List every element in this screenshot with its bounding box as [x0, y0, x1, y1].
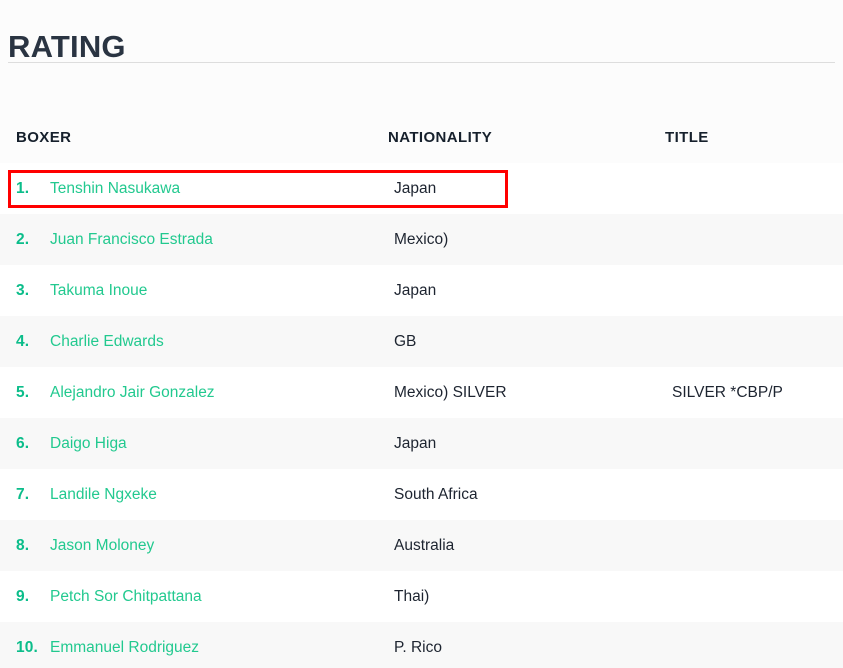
- table-header-row: BOXER NATIONALITY TITLE: [0, 112, 843, 163]
- row-rank: 8.: [16, 537, 30, 554]
- table-row[interactable]: 8. Jason Moloney Australia: [0, 520, 843, 571]
- table-row[interactable]: 5. Alejandro Jair Gonzalez Mexico) SILVE…: [0, 367, 843, 418]
- table-body: 1. Tenshin Nasukawa Japan 2. Juan Franci…: [0, 163, 843, 668]
- row-rank: 6.: [16, 435, 30, 452]
- row-nationality: South Africa: [394, 486, 478, 503]
- row-title: SILVER *CBP/P: [672, 384, 783, 401]
- boxer-link[interactable]: Jason Moloney: [50, 537, 155, 554]
- row-nationality: Australia: [394, 537, 455, 554]
- row-rank: 9.: [16, 588, 30, 605]
- boxer-link[interactable]: Daigo Higa: [50, 435, 127, 452]
- boxer-link[interactable]: Alejandro Jair Gonzalez: [50, 384, 215, 401]
- table-row[interactable]: 10. Emmanuel Rodriguez P. Rico: [0, 622, 843, 668]
- row-rank: 1.: [16, 180, 30, 197]
- boxer-link[interactable]: Tenshin Nasukawa: [50, 180, 181, 197]
- row-nationality: Japan: [394, 282, 437, 299]
- boxer-link[interactable]: Juan Francisco Estrada: [50, 231, 213, 248]
- row-nationality: Mexico): [394, 231, 449, 248]
- row-nationality: Japan: [394, 435, 437, 452]
- row-rank: 7.: [16, 486, 30, 503]
- table-row[interactable]: 4. Charlie Edwards GB: [0, 316, 843, 367]
- table-row[interactable]: 9. Petch Sor Chitpattana Thai): [0, 571, 843, 622]
- row-nationality: Mexico) SILVER: [394, 384, 507, 401]
- row-rank: 10.: [16, 639, 38, 656]
- table-row[interactable]: 2. Juan Francisco Estrada Mexico): [0, 214, 843, 265]
- table-row[interactable]: 7. Landile Ngxeke South Africa: [0, 469, 843, 520]
- boxer-link[interactable]: Charlie Edwards: [50, 333, 164, 350]
- row-rank: 2.: [16, 231, 30, 248]
- row-nationality: Japan: [394, 180, 437, 197]
- boxer-link[interactable]: Petch Sor Chitpattana: [50, 588, 202, 605]
- boxer-link[interactable]: Takuma Inoue: [50, 282, 148, 299]
- column-header-boxer[interactable]: BOXER: [16, 129, 72, 146]
- column-header-title[interactable]: TITLE: [665, 129, 709, 146]
- page-title: RATING: [8, 28, 126, 64]
- boxer-link[interactable]: Landile Ngxeke: [50, 486, 157, 503]
- column-header-nationality[interactable]: NATIONALITY: [388, 129, 493, 146]
- rating-table: BOXER NATIONALITY TITLE 1. Tenshin Nasuk…: [0, 112, 843, 668]
- row-nationality: Thai): [394, 588, 430, 605]
- row-rank: 4.: [16, 333, 30, 350]
- table-row[interactable]: 6. Daigo Higa Japan: [0, 418, 843, 469]
- row-rank: 5.: [16, 384, 30, 401]
- boxer-link[interactable]: Emmanuel Rodriguez: [50, 639, 200, 656]
- row-nationality: P. Rico: [394, 639, 442, 656]
- table-row[interactable]: 1. Tenshin Nasukawa Japan: [0, 163, 843, 214]
- row-rank: 3.: [16, 282, 30, 299]
- row-nationality: GB: [394, 333, 417, 350]
- table-row[interactable]: 3. Takuma Inoue Japan: [0, 265, 843, 316]
- title-divider: [8, 62, 835, 63]
